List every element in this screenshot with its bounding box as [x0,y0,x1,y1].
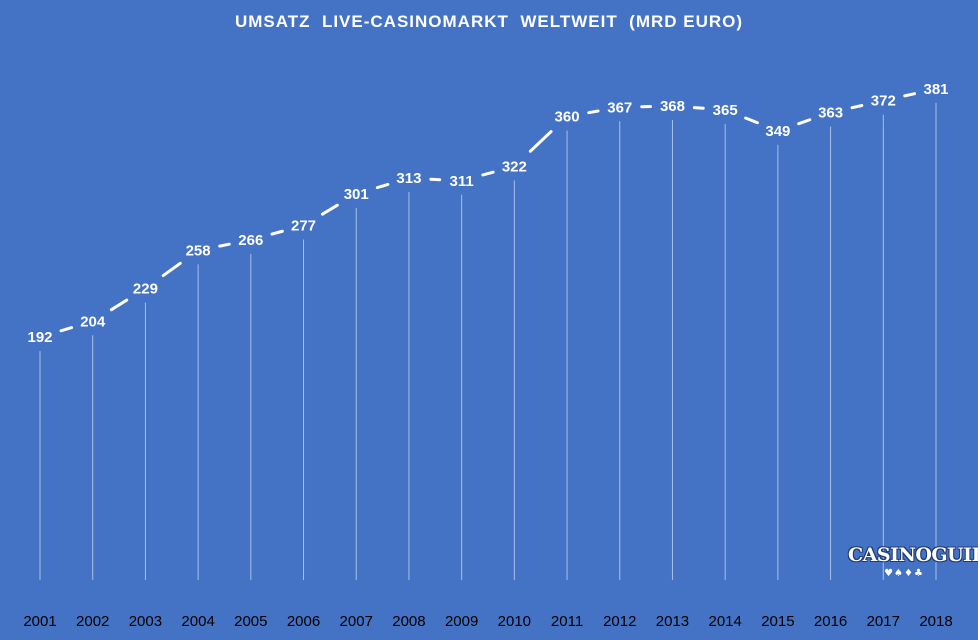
series-line-segment [744,116,759,125]
x-tick-label: 2006 [287,613,320,630]
x-tick-label: 2003 [129,613,162,630]
data-label: 365 [713,102,738,119]
data-label: 363 [818,105,843,122]
data-label: 349 [765,123,790,140]
data-label: 301 [344,186,369,203]
x-tick-label: 2011 [551,613,583,630]
x-tick-label: 2010 [498,613,531,630]
data-label: 360 [555,108,580,125]
series-line-segment [375,182,390,190]
data-label: 192 [27,329,52,346]
series-line-segment [481,170,495,177]
series-line-segment [161,261,182,278]
x-tick-label: 2002 [76,613,109,630]
data-label: 313 [396,170,421,187]
series-line-segment [692,106,705,110]
series-line-segment [270,229,284,236]
x-tick-label: 2013 [656,613,689,630]
series-line-segment [218,242,231,248]
data-label: 258 [186,242,211,259]
x-tick-label: 2014 [708,613,741,630]
data-label: 311 [450,173,474,190]
card-suits-icon: ♥♠♦♣ [884,568,924,579]
x-tick-label: 2012 [603,613,636,630]
series-line-segment [850,104,864,110]
data-label: 381 [923,81,948,98]
data-label: 266 [238,232,263,249]
x-tick-label: 2005 [234,613,267,630]
series-line-segment [528,130,553,153]
series-line-segment [59,326,74,333]
x-tick-label: 2015 [761,613,794,630]
x-tick-label: 2007 [340,613,373,630]
x-tick-label: 2017 [867,613,900,630]
series-line-segment [109,298,129,312]
x-tick-label: 2018 [919,613,952,630]
x-tick-label: 2009 [445,613,478,630]
x-tick-label: 2004 [181,613,214,630]
x-tick-label: 2008 [392,613,425,630]
logo-wordmark: CASINOGUIDE [848,544,978,566]
data-label: 204 [80,313,106,330]
series-line-segment [320,203,339,216]
chart-title: UMSATZ LIVE-CASINOMARKT WELTWEIT (MRD EU… [234,12,744,31]
series-line-segment [797,118,812,126]
data-label: 229 [133,280,158,297]
data-label: 277 [291,217,316,234]
x-tick-label: 2001 [23,613,56,630]
data-label: 367 [607,99,632,116]
data-label: 368 [660,98,685,115]
data-label: 322 [502,158,527,175]
data-label: 372 [871,93,896,110]
x-tick-label: 2016 [814,613,847,630]
series-line-segment [587,109,600,115]
series-line-segment [903,92,917,98]
casinoguide-logo: CASINOGUIDE ♥♠♦♣ [848,544,978,584]
